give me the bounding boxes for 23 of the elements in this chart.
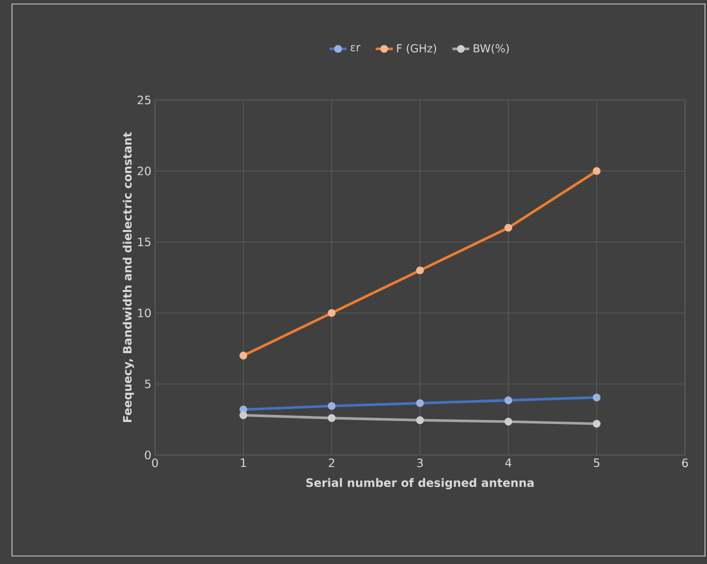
point [504,418,512,426]
x-tick-label: 5 [594,458,600,468]
y-axis-title: Feequecy, Bandwidth and dielectric constant [122,132,134,422]
legend-label: BW(%) [474,44,509,54]
y-tick-label: 25 [138,96,150,104]
y-tick-label: 5 [145,380,150,388]
point [328,414,336,422]
y-tick-label: 0 [144,450,151,460]
legend-label: εr [350,45,360,52]
y-tick-label: 15 [138,238,150,246]
x-tick-label: 3 [417,458,423,468]
point [592,420,601,428]
y-tick-label: 10 [138,308,151,318]
x-axis-title: Serial number of designed antenna [306,478,534,490]
x-tick-label: 1 [240,458,246,467]
x-tick-label: 4 [505,458,512,467]
x-tick-label: 0 [152,458,158,468]
x-tick-label: 6 [682,458,688,468]
x-tick-label: 2 [328,458,334,468]
y-tick-label: 20 [138,166,151,176]
point [239,411,248,420]
point [416,416,424,424]
legend-label: F (GHz) [397,44,436,54]
